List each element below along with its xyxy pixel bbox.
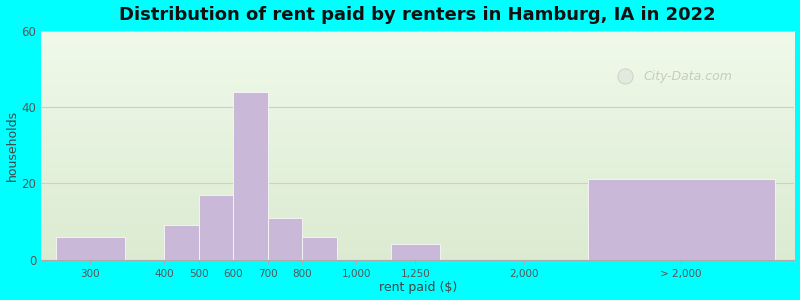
Bar	[56, 237, 125, 260]
Bar	[267, 218, 302, 260]
Y-axis label: households: households	[6, 110, 18, 181]
Bar	[588, 179, 774, 260]
Title: Distribution of rent paid by renters in Hamburg, IA in 2022: Distribution of rent paid by renters in …	[119, 6, 716, 24]
Bar	[302, 237, 337, 260]
Bar	[233, 92, 267, 260]
Bar	[164, 225, 198, 260]
Bar	[198, 195, 233, 260]
Text: City-Data.com: City-Data.com	[644, 70, 733, 83]
X-axis label: rent paid ($): rent paid ($)	[378, 281, 457, 294]
Bar	[390, 244, 440, 260]
